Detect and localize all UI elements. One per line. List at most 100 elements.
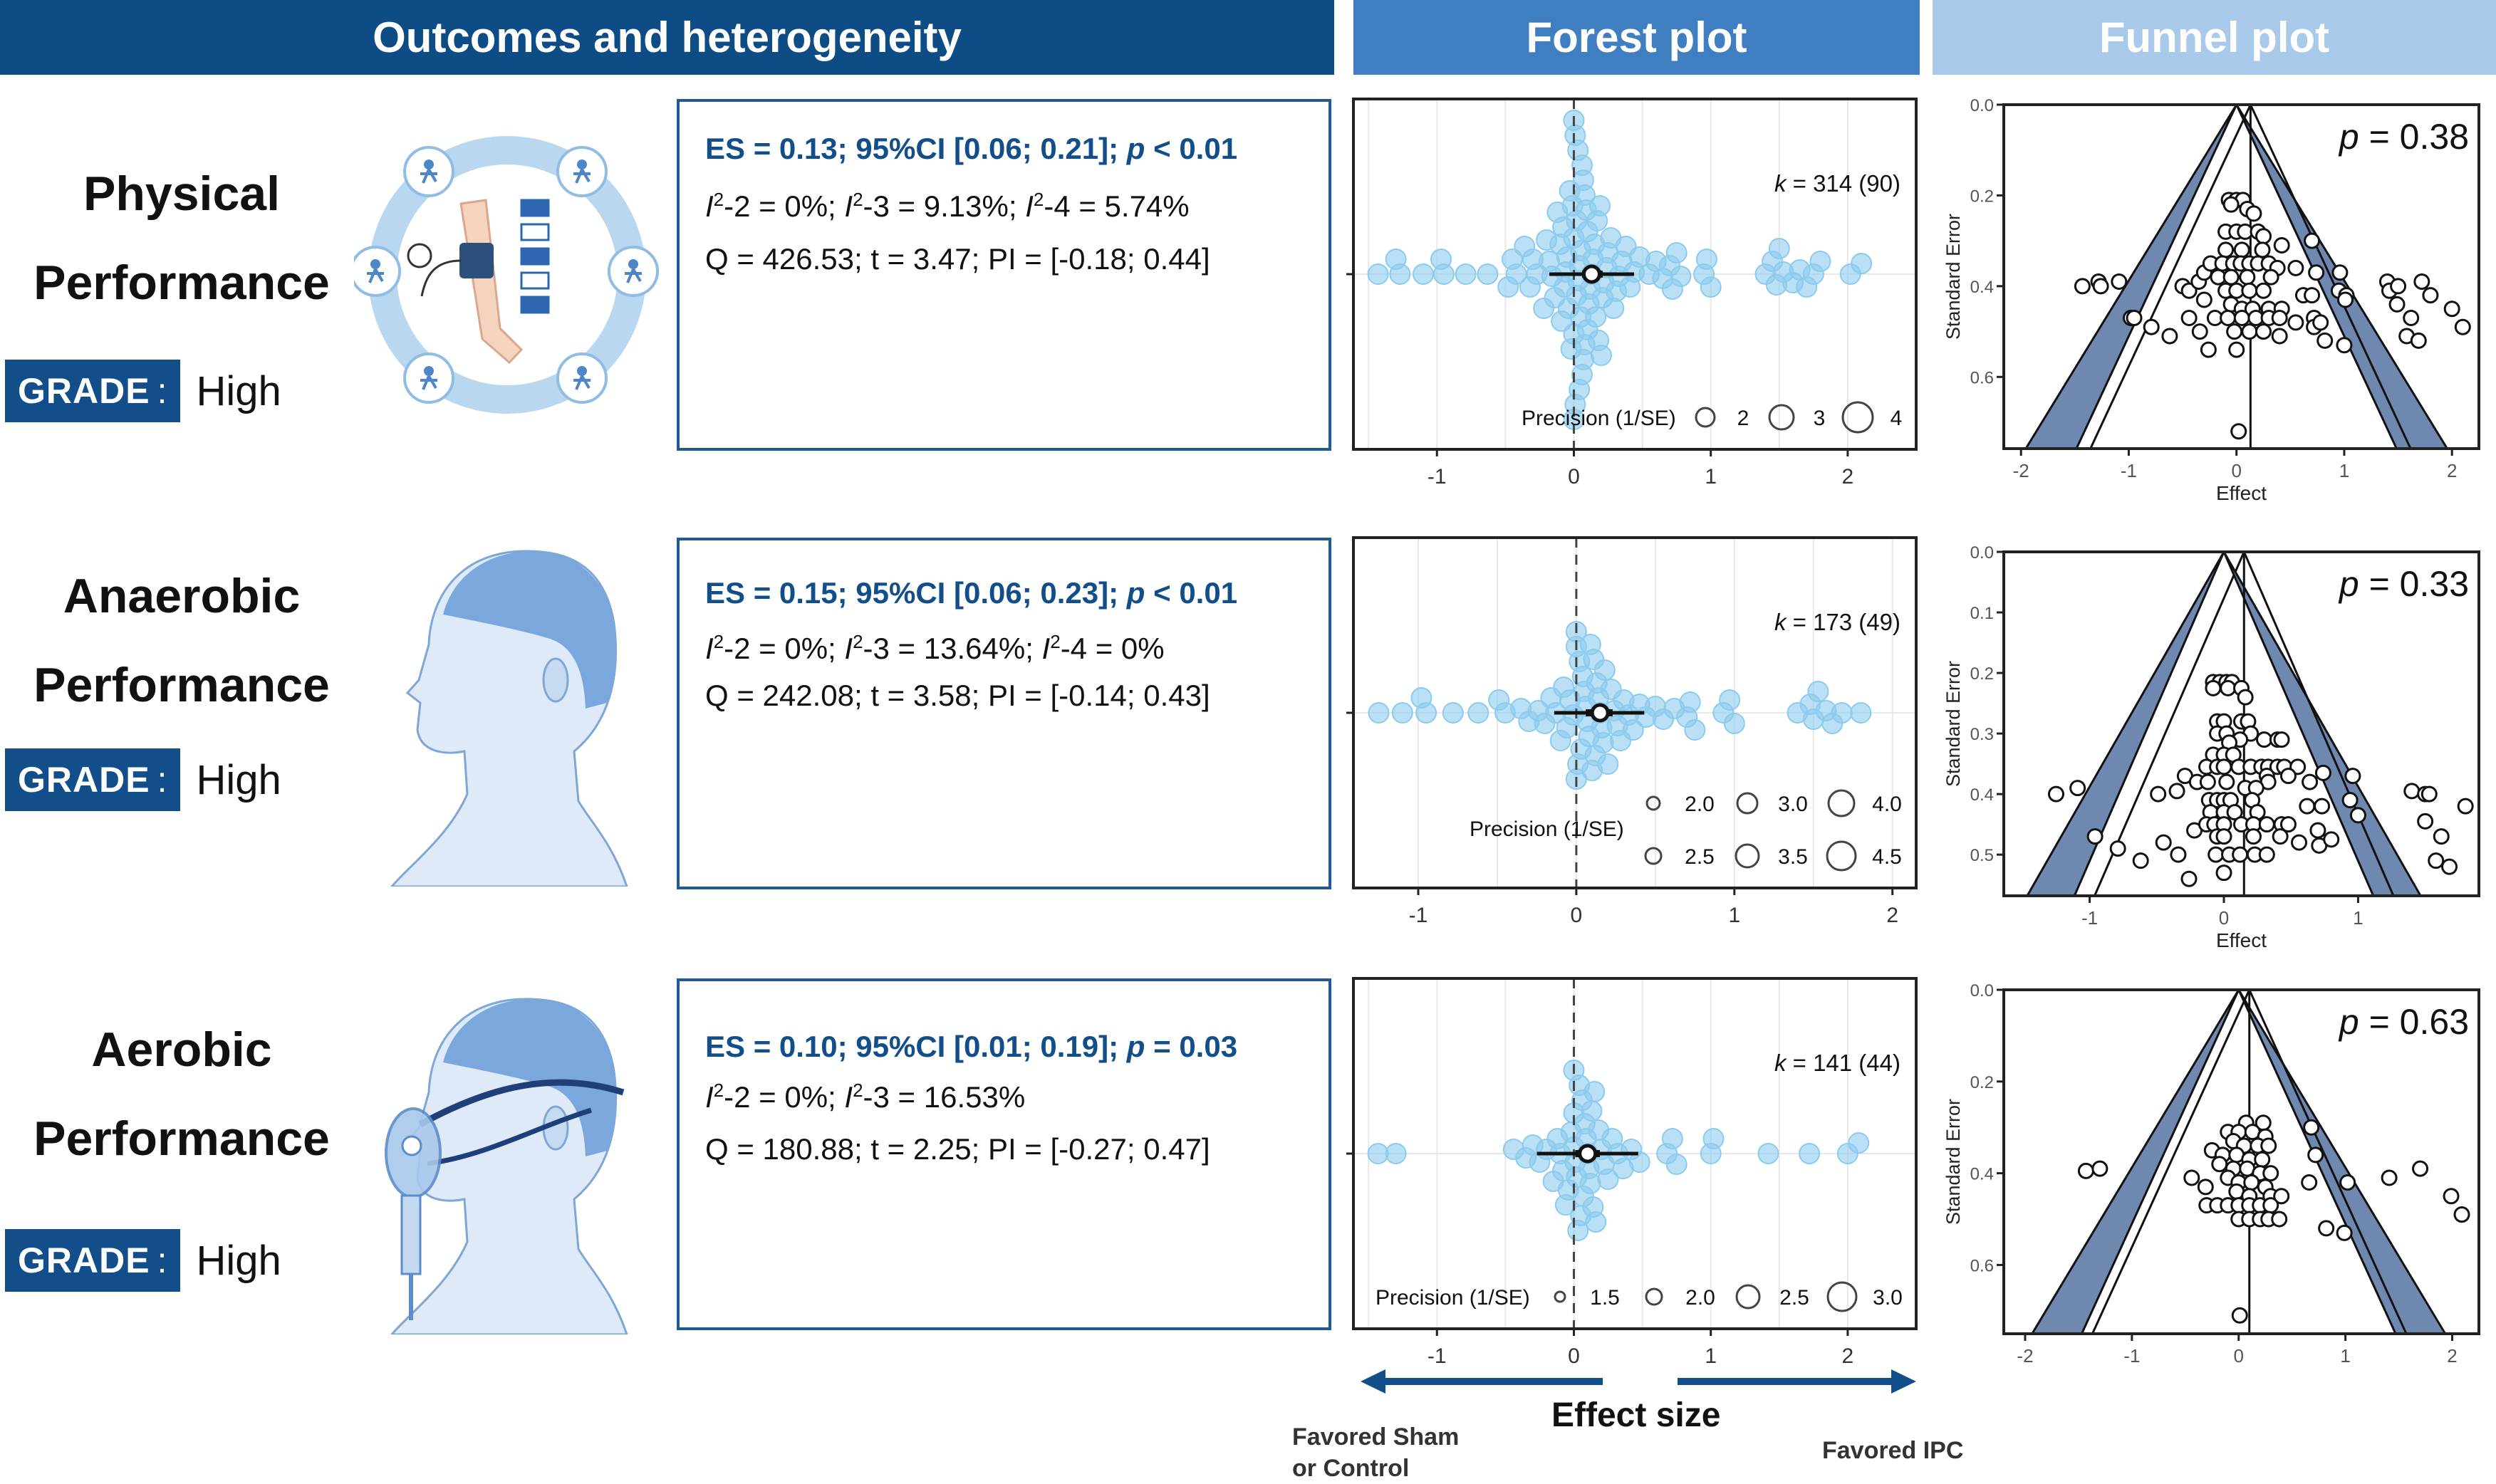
study-point (2433, 828, 2450, 845)
outcome-label-line2: Performance (33, 658, 330, 712)
effect-point (1533, 298, 1555, 319)
es-text: ES = 0.15; 95%CI [0.06; 0.23]; (705, 576, 1127, 610)
study-point (2258, 816, 2275, 833)
legend-label: 4.0 (1872, 793, 1902, 816)
legend-label: 1.5 (1590, 1286, 1620, 1310)
i2-statistic: I2-4 = 5.74% (1025, 189, 1190, 223)
effect-point (1385, 249, 1407, 270)
effect-point (1554, 1194, 1576, 1216)
study-point (2233, 241, 2250, 258)
x-tick-label: -1 (2081, 907, 2098, 929)
effect-point (1590, 345, 1612, 366)
study-point (2150, 785, 2167, 803)
study-point (2183, 1169, 2200, 1186)
x-tick-label: -1 (2123, 1345, 2140, 1367)
effect-point (1695, 249, 1717, 270)
study-point (2403, 783, 2420, 800)
y-tick-label: 0.6 (1970, 1256, 1994, 1275)
oxygen-mask-icon (385, 1079, 625, 1320)
x-tick-label: 1 (1728, 904, 1740, 927)
effect-point (1807, 681, 1829, 702)
grade-value: High (196, 1237, 281, 1284)
i2-statistic: I2-3 = 16.53% (844, 1080, 1026, 1114)
walking-icon (556, 352, 608, 404)
study-point (2258, 846, 2275, 863)
study-point (2272, 828, 2289, 845)
x-tick-label: 2 (1842, 465, 1854, 488)
head-profile-illustration (390, 550, 628, 887)
study-point (2254, 1151, 2271, 1168)
legend-title: Precision (1/SE) (1522, 407, 1676, 430)
grade-rating: GRADE: High (5, 1229, 281, 1292)
study-point (2047, 785, 2064, 803)
q-statistic-line: Q = 426.53; t = 3.47; PI = [-0.18; 0.44] (705, 242, 1210, 276)
statistics-box: ES = 0.15; 95%CI [0.06; 0.23]; p < 0.01 I… (677, 538, 1331, 889)
effect-point (1549, 730, 1571, 751)
direction-arrows (1361, 1369, 1916, 1394)
significance-contour (2024, 105, 2238, 449)
study-point (2336, 291, 2354, 308)
grade-separator: : (157, 371, 168, 411)
x-tick-label: 2 (1842, 1344, 1854, 1368)
study-point (2308, 264, 2325, 281)
study-point (2199, 773, 2216, 790)
statistics-box: ES = 0.10; 95%CI [0.01; 0.19]; p = 0.03 I… (677, 978, 1331, 1330)
effect-point (1661, 1128, 1683, 1149)
study-point (2092, 278, 2109, 295)
significance-contour (2030, 990, 2240, 1334)
legend-size-icon (1826, 840, 1857, 872)
funnel-plot: -1 0 1 0.0 0.1 0.2 0.3 0.4 0.5 Standard Error Effe… (1943, 543, 2480, 951)
x-tick-label: 2 (2447, 1345, 2457, 1367)
effect-point (1391, 702, 1413, 723)
arrow-right-icon (1678, 1369, 1916, 1394)
effect-point (1670, 266, 1692, 287)
study-point (2457, 798, 2474, 815)
effect-point (1851, 253, 1873, 274)
y-tick-label: 0.4 (1970, 278, 1994, 297)
study-point (2381, 1169, 2398, 1186)
grade-rating: GRADE: High (5, 360, 281, 422)
heterogeneity-line: I2-2 = 0%; I2-3 = 16.53% (705, 1080, 1025, 1114)
legend-label: 2.0 (1685, 1286, 1715, 1310)
effect-point (1679, 691, 1701, 713)
study-point (2220, 679, 2237, 696)
forest-plot: -1 0 1 2 k = 173 (49) Precision (1/SE) 2.0 3.0 4… (1346, 536, 1918, 927)
effect-point (1368, 702, 1390, 723)
legend-size-icon (1768, 404, 1795, 431)
es-text: ES = 0.10; 95%CI [0.01; 0.19]; (705, 1030, 1127, 1063)
p-value: < 0.01 (1145, 576, 1238, 610)
legend-label: 2 (1737, 407, 1749, 430)
i2-statistic: I2-3 = 9.13%; (844, 189, 1026, 223)
effect-point (1628, 1151, 1650, 1173)
x-tick-label: -1 (1409, 904, 1428, 927)
legend-size-icon (1644, 847, 1663, 865)
q-statistic-line: Q = 242.08; t = 3.58; PI = [-0.14; 0.43] (705, 679, 1210, 712)
x-tick-label: -1 (2121, 460, 2137, 481)
legend-size-icon (1645, 795, 1661, 811)
effect-point (1536, 229, 1558, 251)
effect-point (1542, 1171, 1564, 1192)
study-point (2309, 822, 2326, 839)
study-point (2339, 1174, 2356, 1191)
study-point (2254, 241, 2271, 258)
study-point (2218, 773, 2235, 790)
study-point (2336, 337, 2353, 354)
i2-statistic: I2-2 = 0%; (705, 1080, 845, 1114)
study-point (2217, 241, 2235, 258)
effect-point (1560, 338, 1582, 360)
grade-badge: GRADE: (5, 748, 181, 811)
study-point (2215, 758, 2232, 775)
arrow-left-icon (1361, 1369, 1603, 1394)
statistics-box: ES = 0.13; 95%CI [0.06; 0.21]; p < 0.01 I… (677, 99, 1331, 451)
effect-point (1430, 249, 1452, 270)
effect-point (1848, 1132, 1870, 1154)
x-tick-label: -2 (2013, 460, 2029, 481)
effect-point (1514, 236, 1536, 257)
study-point (2403, 309, 2420, 326)
effect-point (1442, 702, 1464, 723)
effect-point (1540, 687, 1562, 709)
study-point (2318, 1220, 2335, 1237)
x-tick-label: 1 (2340, 1345, 2350, 1367)
y-tick-label: 0.2 (1970, 1073, 1994, 1092)
study-point (2180, 870, 2198, 887)
